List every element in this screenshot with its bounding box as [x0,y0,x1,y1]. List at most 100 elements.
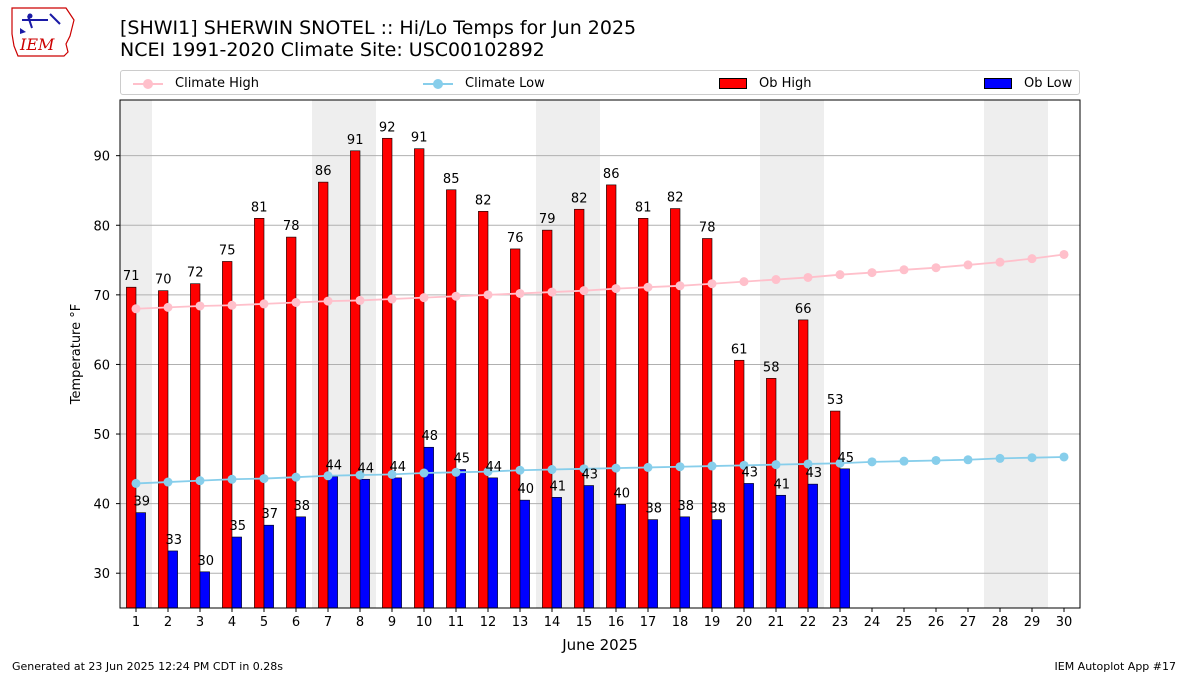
chart-title: [SHWI1] SHERWIN SNOTEL :: Hi/Lo Temps fo… [120,17,636,61]
ob-low-bar-11 [455,469,466,609]
climate-low-swatch [423,78,453,89]
ob-low-bar-21 [775,494,786,609]
climate-high-point-7 [323,296,333,306]
climate-high-point-10 [419,293,429,303]
ob-low-bar-20 [743,483,754,609]
climate-high-point-16 [611,284,621,294]
ob-high-bar-17 [638,218,649,609]
ob-high-label-5: 81 [251,200,268,215]
climate-high-point-5 [259,299,269,309]
y-tick-label-70: 70 [93,289,110,304]
climate-high-point-22 [803,272,813,282]
legend: Climate High Climate Low Ob High Ob Low [120,70,1080,95]
ob-high-label-12: 82 [475,193,492,208]
climate-low-point-21 [771,460,781,470]
legend-item-climate-low: Climate Low [423,71,545,96]
climate-low-point-6 [291,472,301,482]
climate-high-point-30 [1059,249,1069,259]
y-tick-label-90: 90 [93,150,110,165]
climate-low-point-20 [739,460,749,470]
ob-high-bar-19 [702,238,713,609]
climate-low-point-10 [419,468,429,478]
ob-high-label-2: 70 [155,273,172,288]
ob-high-bar-21 [766,378,777,609]
climate-low-point-7 [323,471,333,481]
x-tick-label-24: 24 [864,615,881,630]
ob-low-label-21: 41 [774,477,791,492]
x-tick-label-7: 7 [324,615,332,630]
x-tick-label-15: 15 [576,615,593,630]
x-tick-label-25: 25 [896,615,913,630]
ob-high-label-17: 81 [635,200,652,215]
climate-high-point-4 [227,300,237,310]
ob-low-bar-23 [839,468,850,609]
climate-low-point-28 [995,453,1005,463]
climate-low-point-25 [899,456,909,466]
ob-high-label-8: 91 [347,133,364,148]
ob-high-label-18: 82 [667,191,684,206]
y-tick-label-80: 80 [93,219,110,234]
climate-low-point-14 [547,465,557,475]
ob-low-bar-5 [263,524,274,609]
climate-high-point-23 [835,270,845,280]
ob-low-label-22: 43 [806,466,823,481]
ob-high-bar-7 [318,181,329,609]
ob-high-bar-6 [286,236,297,609]
ob-high-label-20: 61 [731,342,748,357]
ob-low-label-3: 30 [198,554,215,569]
ob-low-bar-15 [583,485,594,609]
ob-high-bar-11 [446,189,457,609]
ob-high-bar-10 [414,148,425,609]
y-tick-label-50: 50 [93,428,110,443]
climate-high-point-15 [579,286,589,296]
climate-high-point-9 [387,294,397,304]
x-tick-label-19: 19 [704,615,721,630]
ob-low-bar-17 [647,519,658,609]
x-tick-label-29: 29 [1024,615,1041,630]
ob-high-bar-20 [734,359,745,609]
ob-high-label-22: 66 [795,302,812,317]
climate-high-point-14 [547,287,557,297]
ob-low-bar-9 [391,477,402,609]
ob-low-bar-19 [711,519,722,609]
climate-low-point-2 [163,477,173,487]
ob-low-bar-12 [487,477,498,609]
x-tick-label-28: 28 [992,615,1009,630]
x-tick-label-6: 6 [292,615,300,630]
x-tick-label-5: 5 [260,615,268,630]
ob-low-bar-3 [199,571,210,609]
ob-low-label-19: 38 [710,502,727,517]
ob-low-bar-7 [327,476,338,609]
climate-high-point-26 [931,263,941,273]
climate-high-point-20 [739,277,749,287]
x-tick-label-21: 21 [768,615,785,630]
ob-high-label-16: 86 [603,167,620,182]
ob-high-bar-18 [670,208,681,609]
climate-low-point-26 [931,455,941,465]
ob-high-label-10: 91 [411,131,428,146]
iem-logo: IEM [8,6,80,58]
ob-high-bar-23 [830,410,841,609]
climate-low-point-11 [451,467,461,477]
climate-high-point-12 [483,290,493,300]
x-tick-label-11: 11 [448,615,465,630]
ob-high-bar-1 [126,286,137,609]
plot-frame [119,99,1081,609]
ob-low-label-4: 35 [230,519,247,534]
climate-low-point-17 [643,462,653,472]
climate-high-point-18 [675,281,685,291]
x-tick-label-23: 23 [832,615,849,630]
title-line-1: [SHWI1] SHERWIN SNOTEL :: Hi/Lo Temps fo… [120,17,637,39]
ob-low-bar-6 [295,516,306,609]
legend-label-ob-high: Ob High [759,76,812,91]
climate-low-point-22 [803,459,813,469]
x-tick-label-18: 18 [672,615,689,630]
x-tick-label-16: 16 [608,615,625,630]
climate-low-point-4 [227,474,237,484]
ob-low-label-12: 44 [486,460,503,475]
ob-low-label-9: 44 [390,460,407,475]
ob-low-label-7: 44 [326,458,343,473]
x-axis-label: June 2025 [561,636,638,654]
x-tick-label-10: 10 [416,615,433,630]
ob-low-bar-18 [679,516,690,609]
